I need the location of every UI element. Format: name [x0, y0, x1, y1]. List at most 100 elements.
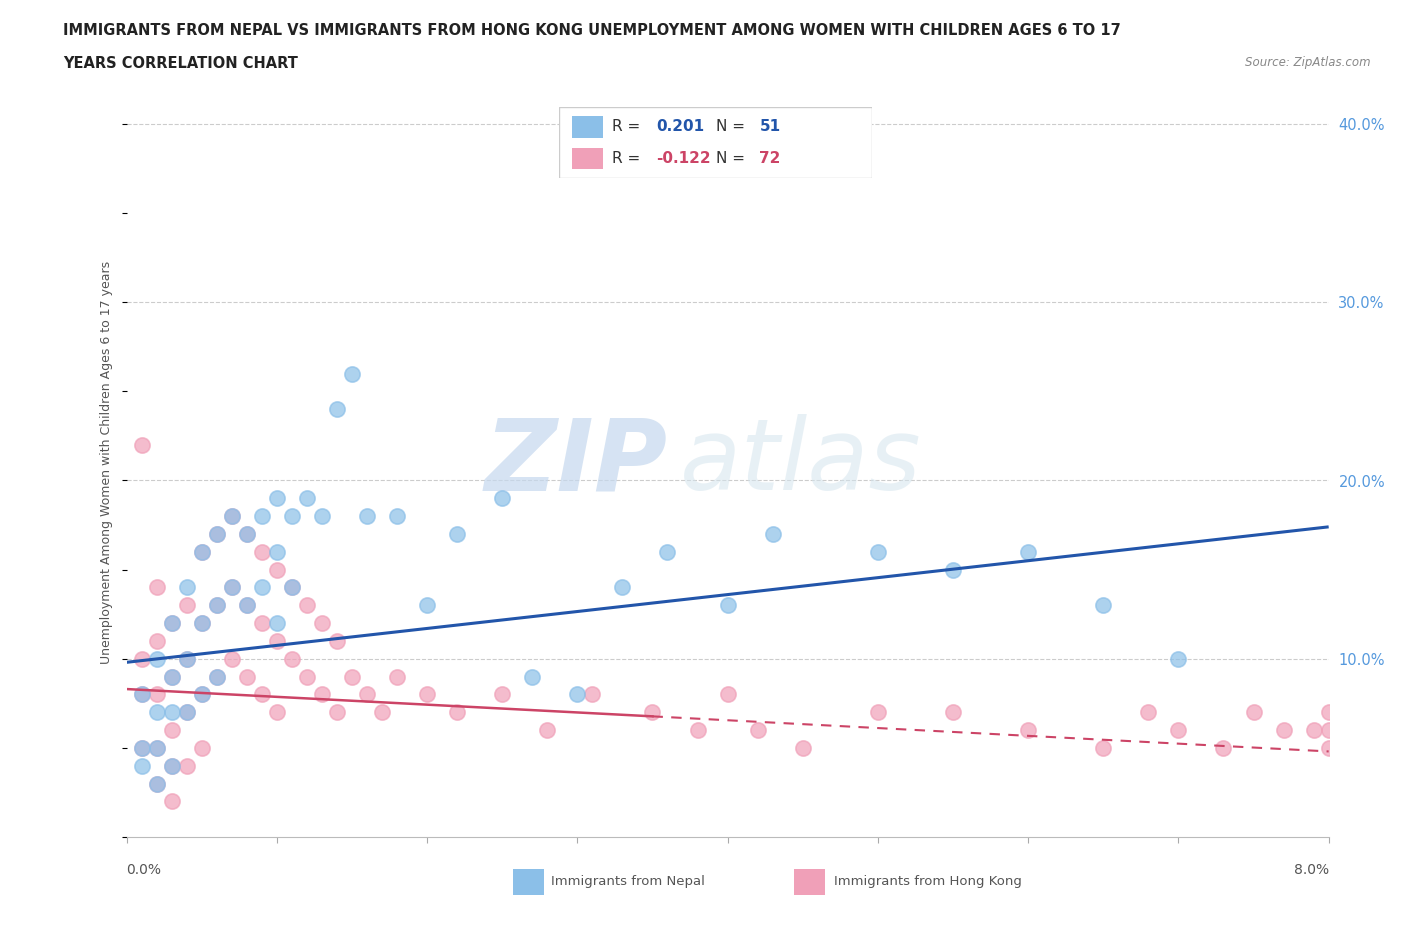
Point: [190, 616, 212, 631]
Point: [1212, 740, 1234, 755]
Point: [326, 705, 349, 720]
Point: [311, 509, 333, 524]
Point: [657, 544, 679, 559]
Point: [205, 670, 228, 684]
Point: [131, 651, 153, 666]
Point: [205, 598, 228, 613]
Point: [295, 491, 318, 506]
Point: [356, 509, 378, 524]
Point: [1092, 740, 1115, 755]
Point: [250, 580, 273, 595]
Point: [160, 794, 183, 809]
Point: [866, 544, 889, 559]
Point: [131, 740, 153, 755]
Point: [190, 740, 212, 755]
Point: [235, 598, 259, 613]
Point: [1317, 723, 1340, 737]
Point: [145, 776, 167, 790]
Text: Immigrants from Nepal: Immigrants from Nepal: [551, 875, 704, 888]
Point: [176, 651, 198, 666]
Point: [160, 758, 183, 773]
Text: ZIP: ZIP: [485, 414, 668, 512]
Point: [176, 580, 198, 595]
Point: [205, 598, 228, 613]
Point: [1017, 723, 1039, 737]
Point: [491, 687, 513, 702]
Point: [1092, 598, 1115, 613]
Point: [131, 437, 153, 452]
Text: YEARS CORRELATION CHART: YEARS CORRELATION CHART: [63, 56, 298, 71]
Point: [235, 526, 259, 541]
Point: [281, 651, 304, 666]
Point: [266, 544, 288, 559]
Point: [131, 758, 153, 773]
Text: IMMIGRANTS FROM NEPAL VS IMMIGRANTS FROM HONG KONG UNEMPLOYMENT AMONG WOMEN WITH: IMMIGRANTS FROM NEPAL VS IMMIGRANTS FROM…: [63, 23, 1121, 38]
Y-axis label: Unemployment Among Women with Children Ages 6 to 17 years: Unemployment Among Women with Children A…: [100, 261, 114, 664]
Point: [176, 705, 198, 720]
Point: [145, 740, 167, 755]
Point: [1302, 723, 1324, 737]
Point: [792, 740, 814, 755]
Point: [266, 633, 288, 648]
Point: [221, 651, 243, 666]
Point: [446, 526, 468, 541]
Point: [311, 616, 333, 631]
Point: [160, 705, 183, 720]
Point: [281, 580, 304, 595]
Point: [340, 366, 363, 381]
Point: [1167, 651, 1189, 666]
Point: [522, 670, 544, 684]
Point: [145, 705, 167, 720]
Point: [295, 598, 318, 613]
Point: [416, 598, 439, 613]
Point: [612, 580, 634, 595]
Point: [1167, 723, 1189, 737]
Point: [567, 687, 589, 702]
Point: [942, 562, 965, 577]
Point: [716, 598, 740, 613]
Point: [266, 705, 288, 720]
Point: [1317, 705, 1340, 720]
Point: [221, 580, 243, 595]
Point: [266, 616, 288, 631]
Point: [266, 491, 288, 506]
Point: [250, 616, 273, 631]
Point: [235, 670, 259, 684]
Point: [340, 670, 363, 684]
Point: [281, 580, 304, 595]
Point: [176, 705, 198, 720]
Point: [160, 758, 183, 773]
Point: [416, 687, 439, 702]
Point: [131, 687, 153, 702]
Point: [145, 633, 167, 648]
Text: 0.0%: 0.0%: [127, 863, 162, 877]
Point: [190, 687, 212, 702]
Point: [190, 544, 212, 559]
Point: [581, 687, 603, 702]
Point: [145, 740, 167, 755]
Point: [145, 776, 167, 790]
Point: [145, 651, 167, 666]
Point: [326, 402, 349, 417]
Point: [190, 687, 212, 702]
Point: [1017, 544, 1039, 559]
Point: [641, 705, 664, 720]
Point: [190, 616, 212, 631]
Point: [326, 633, 349, 648]
Point: [1243, 705, 1265, 720]
Point: [371, 705, 394, 720]
Point: [686, 723, 709, 737]
Point: [250, 687, 273, 702]
Point: [385, 670, 408, 684]
Point: [266, 562, 288, 577]
Point: [176, 758, 198, 773]
Point: [536, 723, 558, 737]
Point: [160, 670, 183, 684]
Point: [160, 723, 183, 737]
Point: [221, 580, 243, 595]
Point: [160, 616, 183, 631]
Point: [160, 616, 183, 631]
Point: [446, 705, 468, 720]
Text: atlas: atlas: [679, 414, 921, 512]
Point: [311, 687, 333, 702]
